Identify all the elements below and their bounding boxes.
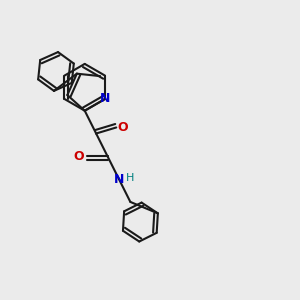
Text: O: O [118,121,128,134]
Text: O: O [74,150,84,163]
Text: N: N [100,92,110,106]
Text: N: N [114,172,124,186]
Text: H: H [125,172,134,183]
